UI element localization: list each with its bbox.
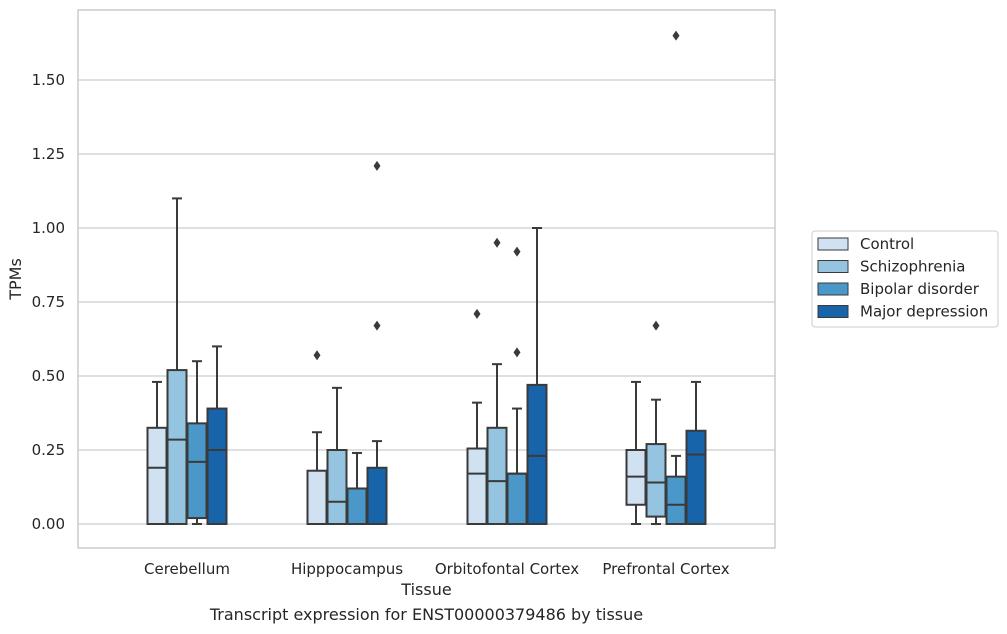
x-axis-ticks: Cerebellum Hipppocampus Orbitofontal Corte… xyxy=(144,560,730,578)
outlier-marker xyxy=(473,308,481,319)
box-control xyxy=(466,308,488,525)
box-body xyxy=(166,369,188,525)
box-body xyxy=(206,407,228,525)
legend-items: Control Schizophrenia Bipolar disorder Majo… xyxy=(817,235,988,321)
legend-swatch xyxy=(817,260,849,273)
legend-swatch xyxy=(817,305,849,318)
box-body xyxy=(506,472,528,525)
y-tick-label: 1.00 xyxy=(32,219,65,237)
box-bipolar-disorder xyxy=(186,360,208,525)
outlier-marker xyxy=(313,350,321,361)
box-schizophrenia xyxy=(166,197,188,525)
legend-label: Bipolar disorder xyxy=(860,280,980,298)
outlier-marker xyxy=(672,30,680,41)
y-tick-label: 0.00 xyxy=(32,515,65,533)
y-axis-label: TPMs xyxy=(6,258,25,301)
plot-frame xyxy=(77,9,776,549)
boxes xyxy=(146,30,707,526)
box-bipolar-disorder xyxy=(346,451,368,526)
legend-swatch xyxy=(817,282,849,296)
y-tick-label: 0.50 xyxy=(32,367,65,385)
box-body xyxy=(306,469,328,525)
box-body xyxy=(645,443,667,518)
outlier-marker xyxy=(513,347,521,358)
y-tick-label: 0.75 xyxy=(32,293,65,311)
y-tick-label: 1.50 xyxy=(32,71,65,89)
box-body xyxy=(346,487,368,526)
box-body xyxy=(486,426,508,525)
box-schizophrenia xyxy=(486,237,508,525)
outlier-marker xyxy=(652,320,660,331)
box-major-depression xyxy=(206,345,228,525)
y-tick-label: 1.25 xyxy=(32,145,65,163)
box-bipolar-disorder xyxy=(665,30,687,526)
x-tick-label: Prefrontal Cortex xyxy=(602,560,729,578)
box-control xyxy=(625,380,647,525)
legend-swatch xyxy=(817,237,849,251)
legend-label: Schizophrenia xyxy=(860,258,965,276)
box-major-depression xyxy=(526,227,548,525)
box-body xyxy=(186,422,208,520)
box-body xyxy=(326,449,348,525)
figure-caption: Transcript expression for ENST0000037948… xyxy=(209,605,644,624)
box-control xyxy=(306,350,328,525)
box-major-depression xyxy=(366,160,388,526)
legend: Control Schizophrenia Bipolar disorder Majo… xyxy=(811,230,999,328)
box-body xyxy=(685,429,707,526)
box-bipolar-disorder xyxy=(506,246,528,525)
outlier-marker xyxy=(493,237,501,248)
x-tick-label: Cerebellum xyxy=(144,560,230,578)
y-axis-ticks: 0.00 0.25 0.50 0.75 1.00 1.25 1.50 xyxy=(32,71,65,533)
x-axis-label: Tissue xyxy=(400,580,451,599)
legend-label: Control xyxy=(860,235,914,253)
outlier-marker xyxy=(513,246,521,257)
box-body xyxy=(665,475,687,526)
box-body xyxy=(366,466,388,526)
box-major-depression xyxy=(685,380,707,526)
box-body xyxy=(146,426,168,525)
box-body xyxy=(526,383,548,525)
outlier-marker xyxy=(373,320,381,331)
box-control xyxy=(146,380,168,525)
box-schizophrenia xyxy=(326,386,348,525)
y-tick-label: 0.25 xyxy=(32,441,65,459)
outlier-marker xyxy=(373,160,381,171)
x-tick-label: Orbitofontal Cortex xyxy=(435,560,579,578)
legend-label: Major depression xyxy=(860,303,988,321)
box-schizophrenia xyxy=(645,320,667,525)
box-body xyxy=(466,447,488,525)
legend-frame xyxy=(811,230,999,328)
x-tick-label: Hipppocampus xyxy=(291,560,403,578)
